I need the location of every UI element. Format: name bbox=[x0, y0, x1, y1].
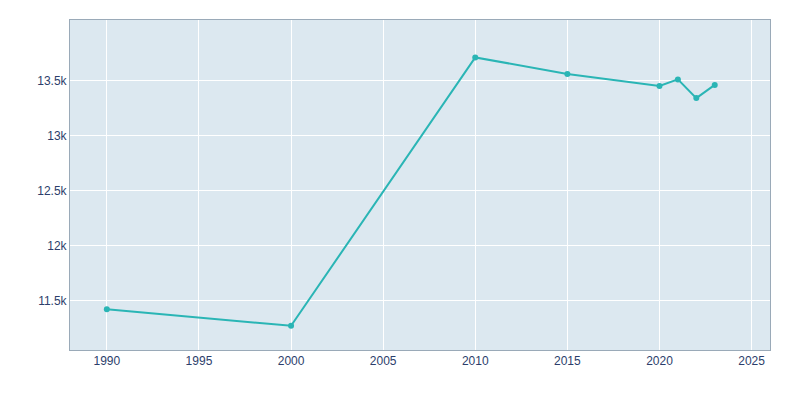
svg-text:2005: 2005 bbox=[370, 354, 397, 368]
svg-text:2020: 2020 bbox=[646, 354, 673, 368]
svg-text:13.5k: 13.5k bbox=[37, 74, 67, 88]
svg-text:2015: 2015 bbox=[554, 354, 581, 368]
svg-text:12k: 12k bbox=[47, 239, 67, 253]
svg-text:1995: 1995 bbox=[186, 354, 213, 368]
svg-text:2025: 2025 bbox=[738, 354, 765, 368]
svg-text:2000: 2000 bbox=[278, 354, 305, 368]
svg-text:2010: 2010 bbox=[462, 354, 489, 368]
svg-text:13k: 13k bbox=[47, 129, 67, 143]
svg-text:1990: 1990 bbox=[93, 354, 120, 368]
svg-text:11.5k: 11.5k bbox=[38, 294, 67, 308]
svg-text:12.5k: 12.5k bbox=[37, 184, 67, 198]
